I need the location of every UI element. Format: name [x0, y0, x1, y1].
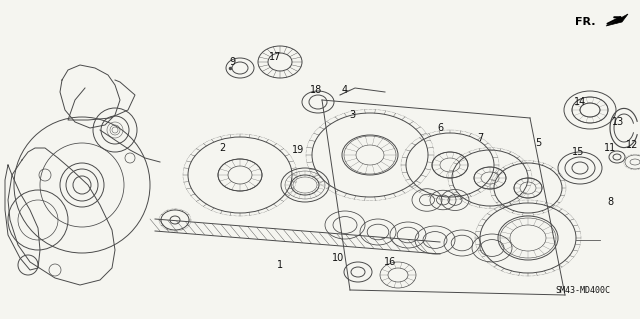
Text: 1: 1: [277, 260, 283, 270]
Text: 13: 13: [612, 117, 624, 127]
Text: 7: 7: [477, 133, 483, 143]
Text: FR.: FR.: [575, 17, 595, 27]
Text: 17: 17: [269, 52, 281, 62]
Text: 11: 11: [604, 143, 616, 153]
Text: 9: 9: [229, 57, 235, 67]
Text: 14: 14: [574, 97, 586, 107]
Text: 19: 19: [292, 145, 304, 155]
Text: SM43-MD400C: SM43-MD400C: [555, 286, 610, 295]
Text: 4: 4: [342, 85, 348, 95]
Polygon shape: [606, 14, 628, 26]
Text: 3: 3: [349, 110, 355, 120]
Text: 6: 6: [437, 123, 443, 133]
Text: 18: 18: [310, 85, 322, 95]
Text: 5: 5: [535, 138, 541, 148]
Text: 8: 8: [607, 197, 613, 207]
Text: 2: 2: [219, 143, 225, 153]
Text: 10: 10: [332, 253, 344, 263]
Text: 15: 15: [572, 147, 584, 157]
Text: 16: 16: [384, 257, 396, 267]
Text: 12: 12: [626, 140, 638, 150]
